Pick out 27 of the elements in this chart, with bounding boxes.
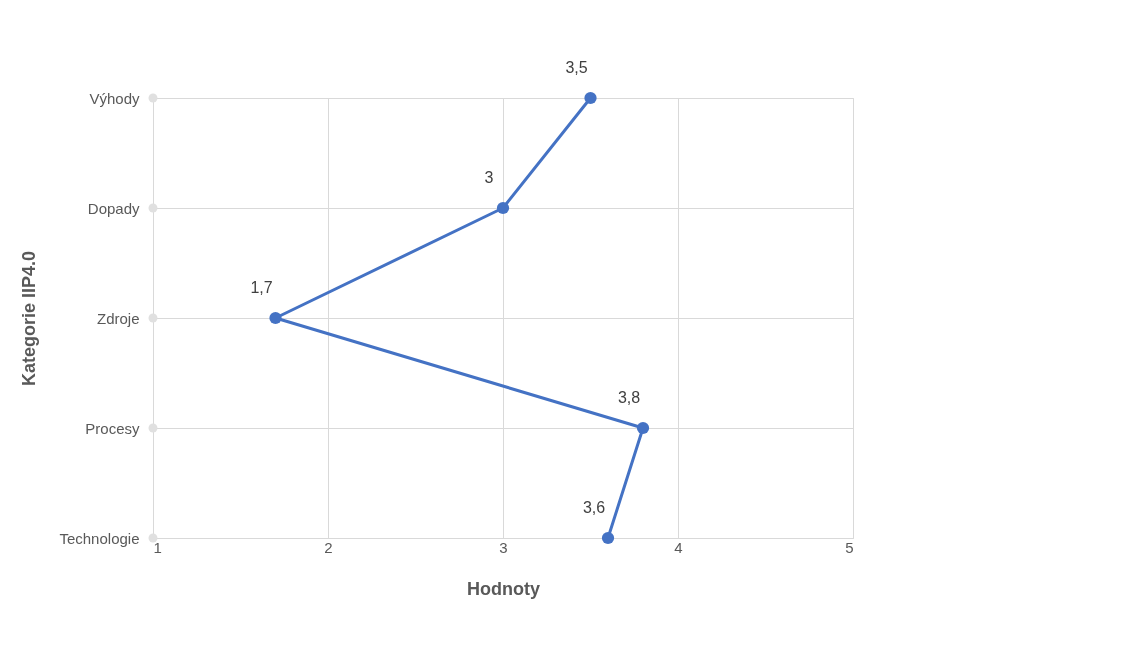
x-tick-label: 3 <box>499 538 508 556</box>
y-tick-label: Dopady <box>87 199 140 217</box>
point <box>148 203 158 213</box>
point <box>601 531 615 545</box>
y-tick-label: Zdroje <box>96 309 140 327</box>
x-tick-label: 4 <box>674 538 683 556</box>
point <box>269 311 282 325</box>
point <box>636 421 650 435</box>
data-label: 3 <box>484 169 494 186</box>
point <box>148 93 158 103</box>
y-tick-label: Výhody <box>89 89 140 107</box>
point <box>584 91 597 105</box>
data-label: 3,5 <box>565 59 588 76</box>
point <box>148 533 158 543</box>
x-axis-title: Hodnoty <box>467 578 540 599</box>
point <box>148 313 158 323</box>
point <box>496 201 510 215</box>
y-tick-label: Technologie <box>59 529 140 547</box>
data-label: 1,7 <box>250 279 273 296</box>
data-label: 3,6 <box>582 499 606 516</box>
x-tick-label: 2 <box>324 538 333 556</box>
data-label: 3,8 <box>617 389 641 406</box>
y-tick-label: Procesy <box>85 419 140 437</box>
x-tick-label: 5 <box>845 538 854 556</box>
x-tick-label: 1 <box>153 538 162 556</box>
y-axis-title: Kategorie IIP4.0 <box>19 250 40 387</box>
point <box>148 423 158 433</box>
